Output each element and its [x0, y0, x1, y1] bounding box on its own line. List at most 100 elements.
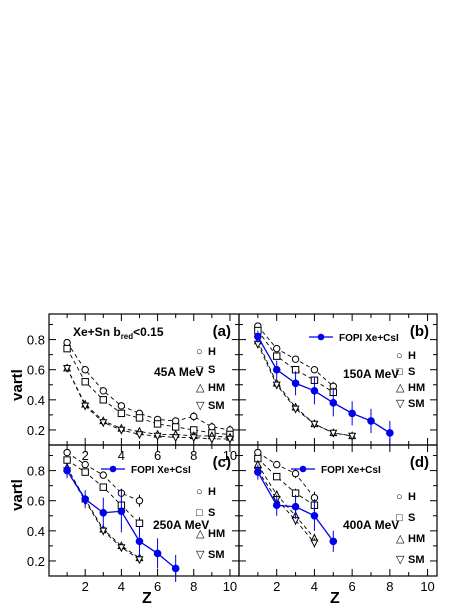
data-point	[153, 420, 162, 428]
series-line	[257, 458, 315, 506]
data-point	[153, 432, 162, 441]
data-point	[208, 423, 216, 431]
data-point	[135, 431, 144, 440]
series-line	[257, 464, 315, 539]
x-tick-label: 4	[118, 579, 125, 594]
panels: 2 4 6 8 10 0.2 0.4 0.6 0.8 (a) 45A MeV Xe+Sn bred<0…	[27, 313, 438, 594]
data-point	[63, 365, 72, 374]
data-point	[254, 448, 262, 457]
series-line	[66, 342, 231, 431]
data-point	[272, 381, 281, 390]
y-tick-label: 0.6	[27, 363, 45, 378]
panel-frame	[238, 313, 438, 446]
x-tick-label: 2	[82, 579, 89, 594]
system-label-sub: red	[121, 332, 134, 341]
data-point	[291, 379, 300, 388]
data-point	[63, 344, 71, 353]
panel-label: (d)	[410, 454, 429, 471]
data-point	[367, 417, 375, 425]
data-point	[117, 409, 126, 418]
data-point	[81, 460, 89, 469]
legend-text: SM	[408, 554, 425, 566]
data-point	[135, 519, 144, 527]
legend-text: HM	[208, 382, 225, 394]
panel-label: (a)	[213, 323, 231, 340]
fopi-legend-text: FOPI Xe+CsI	[131, 465, 191, 476]
x-axis-label-left: Z	[142, 590, 152, 607]
legend-glyph: ▽	[196, 400, 205, 412]
data-point	[99, 396, 107, 404]
data-point	[329, 537, 338, 546]
x-tick-label: 8	[386, 579, 393, 594]
data-point	[171, 417, 180, 425]
fopi-legend-marker	[317, 333, 325, 341]
data-point	[135, 537, 144, 546]
series-line	[257, 470, 315, 544]
data-point	[63, 338, 71, 347]
legend-glyph: □	[396, 512, 403, 524]
energy-label: 150A MeV	[343, 367, 399, 381]
series-line	[257, 452, 315, 498]
chart-panel-1: 2 4 6 8 10 0.2 0.4 0.6 0.8 (a) 45A MeV Xe+Sn bred<0…	[27, 313, 240, 463]
data-point	[272, 501, 281, 510]
y-tick-label: 0.6	[27, 494, 45, 509]
legend-text: H	[408, 491, 416, 503]
fopi-legend-text: FOPI Xe+CsI	[339, 333, 399, 344]
data-point	[63, 456, 71, 464]
series-triangle-up	[253, 459, 319, 543]
series-line	[257, 343, 353, 437]
panel-label: (c)	[213, 454, 231, 471]
legend-glyph: △	[196, 382, 205, 394]
data-point	[329, 429, 338, 438]
fopi-legend-marker	[109, 465, 117, 473]
x-tick-label: 6	[349, 579, 356, 594]
system-label-main: Xe+Sn b	[73, 325, 121, 339]
data-point	[190, 412, 198, 421]
data-point	[99, 483, 107, 491]
data-point	[81, 378, 89, 386]
x-tick-label: 2	[82, 448, 89, 463]
data-point	[273, 352, 281, 360]
legend-text: SM	[208, 549, 225, 561]
legend-glyph: △	[196, 528, 205, 540]
data-point	[117, 426, 126, 435]
chart-panel-2: (b) 150A MeV FOPI Xe+CsI ○ H □ S△ HM▽ SM	[238, 313, 438, 446]
chart-panel-3: 2 4 6 8 10 0.2 0.4 0.6 0.8 (c) 250A MeV FOPI Xe+CsI…	[27, 444, 240, 594]
data-point	[348, 432, 357, 441]
series-filled-circle	[254, 330, 394, 445]
data-point	[135, 497, 144, 505]
data-point	[117, 507, 126, 516]
y-tick-label: 0.4	[27, 524, 45, 539]
series-line	[257, 340, 353, 437]
data-point	[291, 469, 300, 478]
y-tick-label: 0.8	[27, 464, 45, 479]
data-point	[63, 448, 71, 457]
data-point	[135, 414, 144, 422]
fopi-legend-marker	[299, 465, 307, 473]
legend-text: S	[208, 507, 215, 519]
y-tick-label: 0.8	[27, 333, 45, 348]
legend-text: HM	[408, 533, 425, 545]
y-tick-label: 0.2	[27, 423, 45, 438]
series-circle	[254, 448, 319, 504]
x-tick-label: 4	[118, 448, 125, 463]
legend-glyph: ▽	[396, 554, 405, 566]
legend-text: H	[408, 350, 416, 362]
legend-glyph: ▽	[396, 398, 405, 410]
energy-label: 45A MeV	[154, 365, 204, 379]
legend-glyph: □	[196, 507, 203, 519]
legend-text: S	[408, 366, 415, 378]
x-tick-label: 10	[223, 448, 237, 463]
y-tick-label: 0.4	[27, 393, 45, 408]
data-point	[310, 420, 319, 429]
fopi-legend-text: FOPI Xe+CsI	[321, 465, 381, 476]
energy-label: 250A MeV	[153, 518, 209, 532]
data-point	[291, 405, 300, 414]
series-triangle-down	[253, 340, 357, 441]
data-point	[386, 429, 394, 437]
legend-glyph: □	[196, 364, 203, 376]
legend-text: SM	[408, 398, 425, 410]
x-axis-label-right: Z	[330, 590, 340, 607]
data-point	[310, 539, 319, 548]
series-line	[66, 368, 230, 440]
